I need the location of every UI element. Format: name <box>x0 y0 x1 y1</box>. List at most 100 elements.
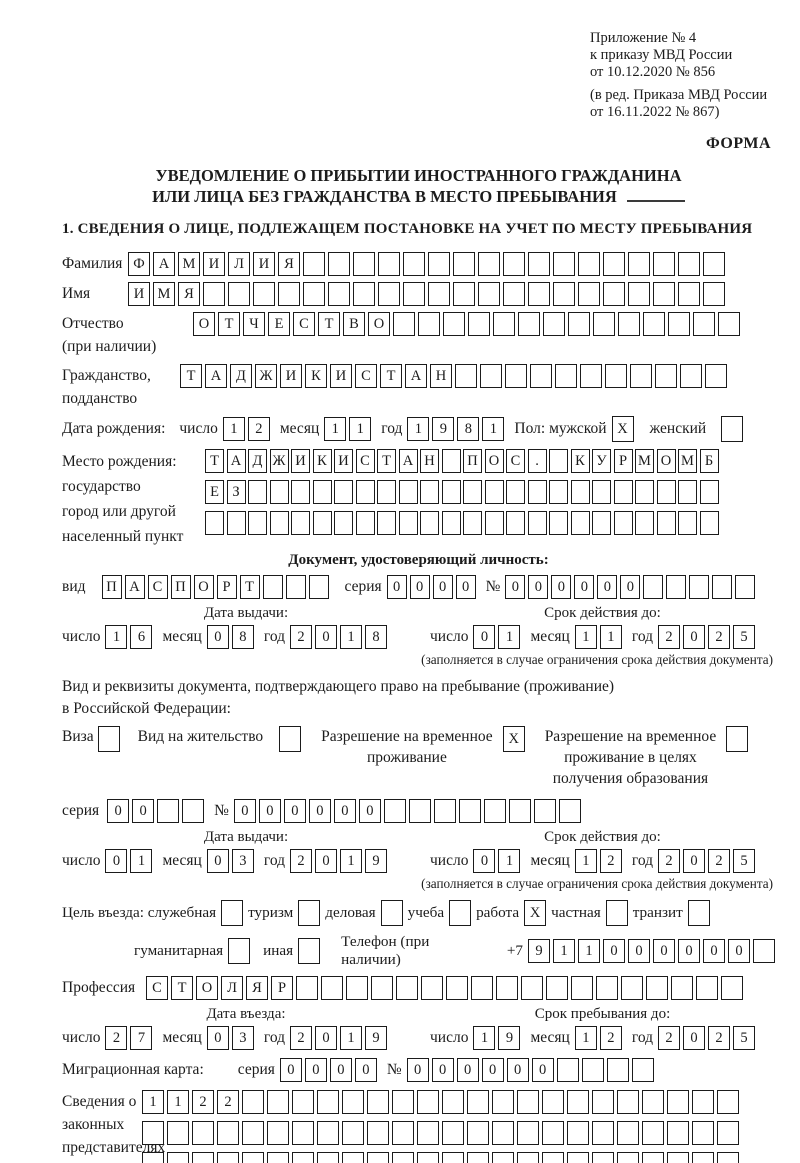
form-cell[interactable] <box>578 282 600 306</box>
form-cell[interactable] <box>617 1152 639 1163</box>
form-cell[interactable] <box>267 1121 289 1145</box>
form-cell[interactable] <box>618 312 640 336</box>
form-cell[interactable]: 1 <box>167 1090 189 1114</box>
form-cell[interactable]: 1 <box>324 417 347 441</box>
form-cell[interactable]: О <box>484 449 504 473</box>
form-cell[interactable] <box>642 1090 664 1114</box>
form-cell[interactable]: 0 <box>233 799 256 823</box>
form-cell[interactable]: 0 <box>603 939 625 963</box>
form-cell[interactable] <box>441 480 461 504</box>
form-cell[interactable]: 0 <box>431 1058 454 1082</box>
form-cell[interactable] <box>467 1090 489 1114</box>
form-cell[interactable]: 0 <box>329 1058 352 1082</box>
form-cell[interactable] <box>484 511 504 535</box>
form-cell[interactable] <box>205 511 224 535</box>
form-cell[interactable] <box>378 252 400 276</box>
form-cell[interactable]: 0 <box>107 799 130 823</box>
form-cell[interactable] <box>553 252 575 276</box>
form-cell[interactable] <box>546 976 568 1000</box>
form-cell[interactable]: 0 <box>628 939 650 963</box>
form-cell[interactable] <box>142 1152 164 1163</box>
purpose-study-checkbox[interactable] <box>449 900 472 926</box>
form-cell[interactable]: И <box>330 364 352 388</box>
form-cell[interactable] <box>542 1121 564 1145</box>
form-cell[interactable] <box>518 312 540 336</box>
form-cell[interactable]: К <box>312 449 332 473</box>
form-cell[interactable] <box>592 1152 614 1163</box>
form-cell[interactable] <box>703 252 725 276</box>
form-cell[interactable]: 0 <box>279 1058 302 1082</box>
form-cell[interactable]: 1 <box>340 1026 363 1050</box>
form-cell[interactable]: 9 <box>432 417 455 441</box>
form-cell[interactable] <box>346 976 368 1000</box>
form-cell[interactable]: 8 <box>365 625 388 649</box>
form-cell[interactable] <box>253 282 275 306</box>
form-cell[interactable] <box>680 364 702 388</box>
form-cell[interactable] <box>571 976 593 1000</box>
form-cell[interactable] <box>506 511 525 535</box>
form-cell[interactable] <box>505 364 527 388</box>
form-cell[interactable] <box>167 1152 189 1163</box>
form-cell[interactable] <box>443 312 465 336</box>
form-cell[interactable] <box>542 1090 564 1114</box>
form-cell[interactable] <box>398 480 418 504</box>
form-cell[interactable]: Р <box>216 575 237 599</box>
form-cell[interactable]: 1 <box>105 625 128 649</box>
form-cell[interactable] <box>556 1058 579 1082</box>
form-cell[interactable]: 2 <box>599 1026 622 1050</box>
form-cell[interactable] <box>692 1090 714 1114</box>
form-cell[interactable] <box>613 511 633 535</box>
form-cell[interactable]: 0 <box>678 939 700 963</box>
form-cell[interactable]: П <box>463 449 482 473</box>
form-cell[interactable] <box>678 480 697 504</box>
form-cell[interactable] <box>480 364 502 388</box>
form-cell[interactable] <box>593 312 615 336</box>
form-cell[interactable]: 0 <box>358 799 381 823</box>
form-cell[interactable] <box>667 1152 689 1163</box>
form-cell[interactable] <box>446 976 468 1000</box>
form-cell[interactable] <box>463 511 482 535</box>
form-cell[interactable] <box>492 1090 514 1114</box>
form-cell[interactable]: Я <box>278 252 300 276</box>
form-cell[interactable]: Т <box>380 364 402 388</box>
form-cell[interactable]: 1 <box>498 625 521 649</box>
form-cell[interactable]: А <box>205 364 227 388</box>
form-cell[interactable]: 0 <box>409 575 430 599</box>
form-cell[interactable] <box>621 976 643 1000</box>
form-cell[interactable] <box>653 252 675 276</box>
form-cell[interactable]: 0 <box>206 1026 229 1050</box>
form-cell[interactable] <box>492 1121 514 1145</box>
form-cell[interactable] <box>653 282 675 306</box>
form-cell[interactable]: 2 <box>290 625 313 649</box>
form-cell[interactable]: Р <box>271 976 293 1000</box>
form-cell[interactable] <box>628 282 650 306</box>
form-cell[interactable] <box>269 511 289 535</box>
form-cell[interactable] <box>696 976 718 1000</box>
form-cell[interactable] <box>517 1152 539 1163</box>
purpose-tourism-checkbox[interactable] <box>298 900 321 926</box>
form-cell[interactable] <box>521 976 543 1000</box>
form-cell[interactable]: А <box>398 449 418 473</box>
form-cell[interactable]: И <box>203 252 225 276</box>
form-cell[interactable]: 0 <box>308 799 331 823</box>
form-cell[interactable] <box>420 480 439 504</box>
form-cell[interactable] <box>377 511 396 535</box>
form-cell[interactable] <box>553 282 575 306</box>
form-cell[interactable]: М <box>153 282 175 306</box>
form-cell[interactable] <box>455 364 477 388</box>
form-cell[interactable] <box>717 1152 739 1163</box>
form-cell[interactable] <box>496 976 518 1000</box>
form-cell[interactable]: Б <box>699 449 719 473</box>
form-cell[interactable]: Т <box>180 364 202 388</box>
form-cell[interactable] <box>377 480 396 504</box>
form-cell[interactable] <box>396 976 418 1000</box>
form-cell[interactable] <box>717 1121 739 1145</box>
form-cell[interactable] <box>317 1121 339 1145</box>
form-cell[interactable] <box>467 1121 489 1145</box>
form-cell[interactable] <box>517 1121 539 1145</box>
form-cell[interactable] <box>506 480 525 504</box>
form-cell[interactable] <box>527 480 547 504</box>
form-cell[interactable] <box>717 1090 739 1114</box>
form-cell[interactable]: 0 <box>315 1026 338 1050</box>
form-cell[interactable] <box>421 976 443 1000</box>
